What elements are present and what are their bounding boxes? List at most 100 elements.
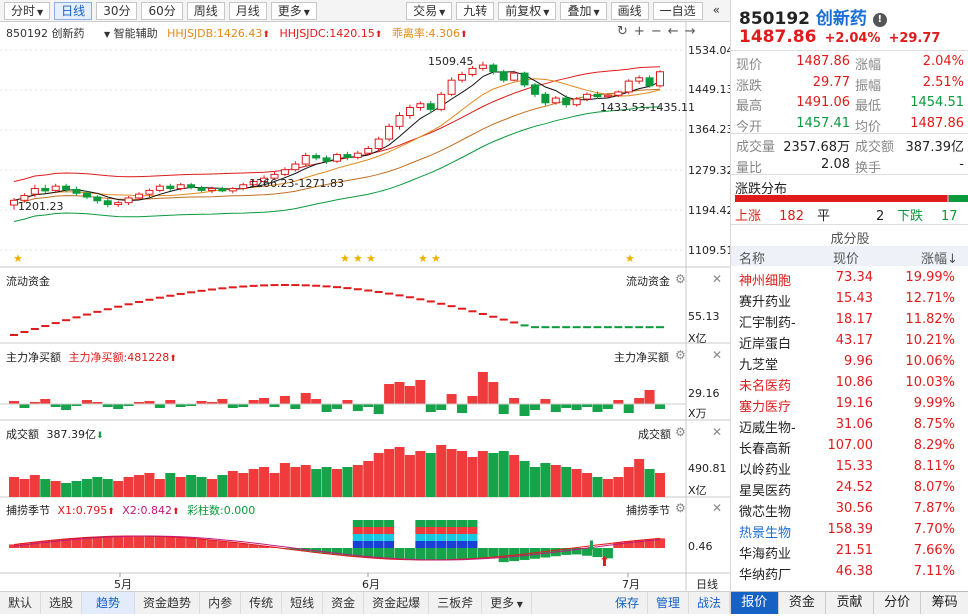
list-item[interactable]: 华纳药厂 46.38 7.11% (731, 562, 968, 583)
list-item[interactable]: 九芝堂 9.96 10.06% (731, 352, 968, 373)
turnover-bar (186, 475, 197, 497)
tab-default[interactable]: 默认 (0, 592, 42, 614)
tab-traditional[interactable]: 传统 (241, 592, 283, 614)
net-bar (634, 398, 645, 404)
flow-mark (218, 287, 227, 290)
turnover-bar (144, 473, 155, 497)
trade-button[interactable]: 交易 ▼ (406, 1, 453, 20)
candle (207, 188, 216, 191)
info-icon[interactable]: ! (872, 13, 887, 27)
list-item[interactable]: 星昊医药 24.52 8.07% (731, 478, 968, 499)
season-bar (613, 542, 624, 548)
strategy-button[interactable]: 战法 (689, 592, 730, 614)
tab-fund-trend[interactable]: 资金趋势 (135, 592, 201, 614)
header-price[interactable]: 现价 (833, 252, 860, 267)
save-button[interactable]: 保存 (607, 592, 648, 614)
turnover-bar (342, 467, 353, 497)
tab-chips[interactable]: 筹码 (921, 592, 968, 614)
adjust-button[interactable]: 前复权 ▼ (498, 1, 557, 20)
flow-panel-title-right: 流动资金 (626, 275, 670, 288)
list-item[interactable]: 塞力医疗 19.16 9.99% (731, 394, 968, 415)
tab-trend[interactable]: 趋势 (82, 592, 136, 614)
tab-shortline[interactable]: 短线 (282, 592, 324, 614)
tab-daily[interactable]: 日线 (54, 1, 93, 20)
gear-icon[interactable]: ⚙ (675, 501, 686, 515)
list-item[interactable]: 未名医药 10.86 10.03% (731, 373, 968, 394)
tab-quote[interactable]: 报价 (731, 592, 779, 614)
net-bar (134, 402, 145, 404)
candle (301, 155, 310, 165)
collapse-icon[interactable]: « (712, 2, 720, 17)
arrow-left-icon[interactable]: ← (667, 24, 685, 39)
season-bar (363, 548, 374, 558)
net-bar (206, 402, 217, 404)
list-item[interactable]: 赛升药业 15.43 12.71% (731, 289, 968, 310)
season-line (13, 535, 661, 561)
list-item[interactable]: 迈威生物- 31.06 8.75% (731, 415, 968, 436)
candle (572, 98, 581, 106)
smart-assist-toggle[interactable]: ▼ 智能辅助 (104, 27, 158, 40)
minus-icon[interactable]: − (650, 24, 668, 39)
net-bar (29, 402, 40, 404)
tab-stock-pick[interactable]: 选股 (41, 592, 83, 614)
divider (731, 224, 968, 225)
gear-icon[interactable]: ⚙ (675, 272, 686, 286)
tab-funds[interactable]: 资金 (323, 592, 365, 614)
season-bar (321, 548, 332, 554)
tab-fund-burst[interactable]: 资金起爆 (364, 592, 430, 614)
tab-60min[interactable]: 60分 (141, 1, 183, 20)
list-item[interactable]: 神州细胞 73.34 19.99% (731, 268, 968, 289)
overlay-button[interactable]: 叠加 ▼ (560, 1, 607, 20)
gear-icon[interactable]: ⚙ (675, 425, 686, 439)
tab-monthly[interactable]: 月线 (228, 1, 267, 20)
season-stack (457, 541, 468, 548)
tab-contribution[interactable]: 贡献 (826, 592, 874, 614)
arrow-right-icon[interactable]: → (684, 24, 702, 39)
turnover-bar (623, 467, 634, 497)
tab-intraday[interactable]: 分时 ▼ (4, 1, 51, 20)
star-icon: ★ (418, 252, 428, 265)
quote-label: 成交额 (855, 140, 895, 155)
draw-line-button[interactable]: 画线 (610, 1, 649, 20)
candle (218, 188, 227, 192)
add-watchlist-button[interactable]: 一自选 (652, 1, 703, 20)
stock-pct: 7.87% (913, 501, 955, 516)
list-item[interactable]: 长春高新 107.00 8.29% (731, 436, 968, 457)
header-pct[interactable]: 涨幅↓ (921, 252, 958, 267)
tab-30min[interactable]: 30分 (96, 1, 138, 20)
close-icon[interactable]: ✕ (712, 348, 723, 362)
list-item[interactable]: 华海药业 21.51 7.66% (731, 541, 968, 562)
season-x1: X1:0.795 (57, 504, 108, 517)
list-item[interactable]: 以岭药业 15.33 8.11% (731, 457, 968, 478)
high-annotation: 1509.45 (428, 55, 474, 68)
gear-icon[interactable]: ⚙ (675, 348, 686, 362)
close-icon[interactable]: ✕ (712, 425, 723, 439)
candle (280, 169, 289, 175)
tab-three-axes[interactable]: 三板斧 (429, 592, 483, 614)
flow-mark (197, 289, 206, 292)
tab-price-dist[interactable]: 分价 (873, 592, 922, 614)
refresh-icon[interactable]: ↻ (617, 24, 634, 39)
tab-weekly[interactable]: 周线 (186, 1, 225, 20)
tab-more[interactable]: 更多 ▼ (270, 1, 317, 20)
candle (62, 185, 71, 190)
chart-area[interactable]: ★ ★ ★ ★ ★ ★ ★⬇⬆ (0, 0, 730, 591)
tab-insider[interactable]: 内参 (200, 592, 242, 614)
list-item[interactable]: 微芯生物 30.56 7.87% (731, 499, 968, 520)
close-icon[interactable]: ✕ (712, 272, 723, 286)
add-icon[interactable]: + (633, 24, 651, 39)
season-bar (196, 539, 207, 548)
tab-more-bottom[interactable]: 更多 ▼ (482, 592, 532, 614)
list-item[interactable]: 汇宇制药- 18.17 11.82% (731, 310, 968, 331)
turnover-bar (71, 481, 82, 497)
nine-turn-button[interactable]: 九转 (456, 1, 495, 20)
header-name[interactable]: 名称 (739, 252, 766, 267)
list-item[interactable]: 近岸蛋白 43.17 10.21% (731, 331, 968, 352)
manage-button[interactable]: 管理 (648, 592, 689, 614)
close-icon[interactable]: ✕ (712, 501, 723, 515)
quote-title: 850192 创新药 ! (739, 4, 887, 29)
tab-funds-right[interactable]: 资金 (778, 592, 827, 614)
panel-title: 捕捞季节 (6, 504, 50, 517)
list-item[interactable]: 热景生物 158.39 7.70% (731, 520, 968, 541)
turnover-bar (655, 473, 665, 497)
